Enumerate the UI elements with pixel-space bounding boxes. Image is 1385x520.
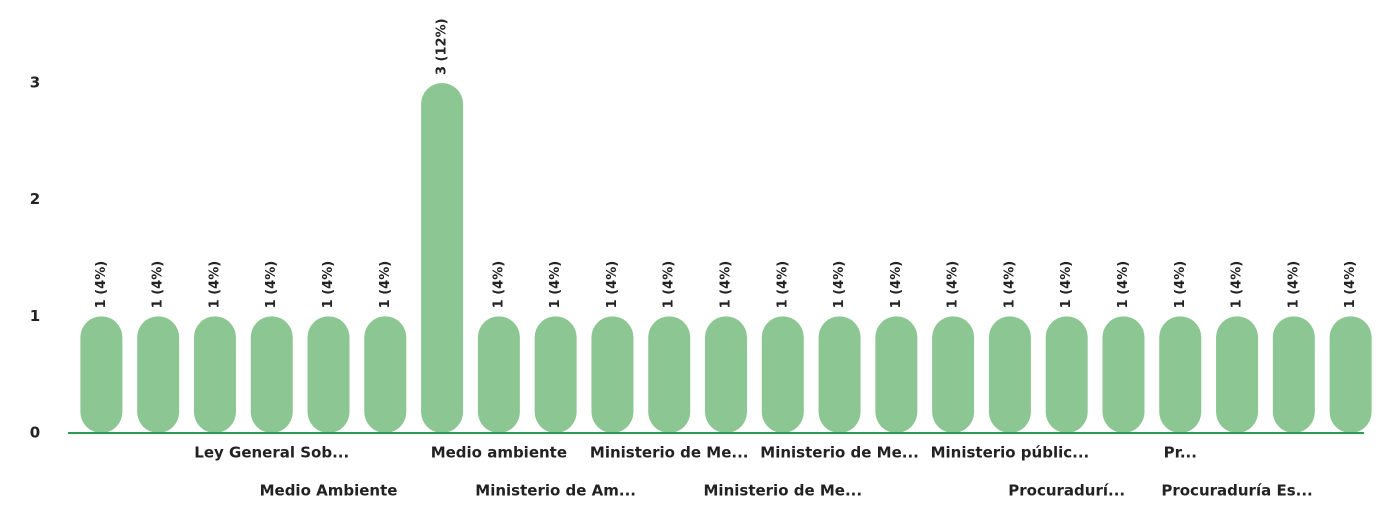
x-tick-label: Ministerio de Me... [760,444,919,462]
value-label: 1 (4%) [889,261,904,309]
value-label: 1 (4%) [946,261,961,309]
value-label: 1 (4%) [548,261,563,309]
value-label: 1 (4%) [94,261,109,309]
bar [307,316,350,433]
x-tick-label: Ministerio de Am... [475,482,636,500]
bar [875,316,918,433]
value-label: 1 (4%) [378,261,393,309]
bar [534,316,577,433]
bar [80,316,123,433]
value-label: 1 (4%) [1343,261,1358,309]
value-label: 1 (4%) [1116,261,1131,309]
x-tick-label: Medio Ambiente [260,482,398,500]
value-label: 1 (4%) [151,261,166,309]
bar [705,316,747,433]
bar [1045,316,1088,433]
bar [1159,316,1202,433]
bar [591,316,634,433]
x-tick-label: Pr... [1164,444,1197,462]
value-label: 1 (4%) [1230,261,1245,309]
y-tick-label: 0 [30,424,40,442]
bar [193,316,236,433]
value-label: 1 (4%) [207,261,222,309]
bar [932,316,975,433]
bar [250,316,293,433]
bar [421,83,464,433]
value-label: 1 (4%) [1002,261,1017,309]
value-label: 1 (4%) [662,261,677,309]
x-tick-label: Procuraduría Es... [1161,482,1312,500]
value-label: 1 (4%) [1173,261,1188,309]
bar [1329,316,1372,433]
bar [477,316,520,433]
y-tick-label: 3 [30,74,40,92]
value-label: 1 (4%) [719,261,734,309]
bar [1102,316,1145,433]
value-label: 1 (4%) [1059,261,1074,309]
bar [818,316,861,433]
bar [988,316,1031,433]
x-tick-label: Ministerio públic... [931,444,1090,462]
bar [761,316,804,433]
bar [364,316,407,433]
bar [137,316,180,433]
x-tick-label: Ministerio de Me... [704,482,863,500]
value-label: 1 (4%) [321,261,336,309]
value-label: 1 (4%) [775,261,790,309]
bar [648,316,691,433]
y-tick-label: 2 [30,190,40,208]
value-label: 1 (4%) [491,261,506,309]
value-label: 1 (4%) [832,261,847,309]
y-tick-label: 1 [30,307,40,325]
x-tick-label: Medio ambiente [431,444,567,462]
x-tick-label: Procuradurí... [1008,482,1125,500]
value-label: 3 (12%) [435,18,450,75]
bar [1272,316,1315,433]
value-label: 1 (4%) [605,261,620,309]
x-tick-label: Ley General Sob... [194,444,349,462]
bar [1216,316,1259,433]
value-label: 1 (4%) [264,261,279,309]
x-tick-label: Ministerio de Me... [590,444,749,462]
value-label: 1 (4%) [1286,261,1301,309]
